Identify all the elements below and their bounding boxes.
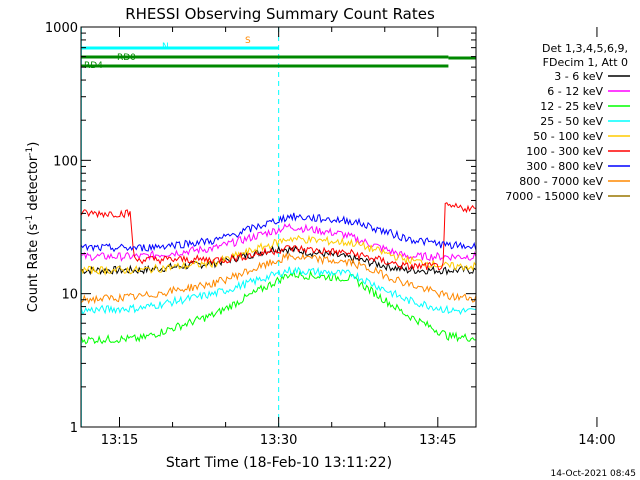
series-line-7-0 — [81, 252, 476, 305]
y-tick-label-1000: 1000 — [45, 21, 78, 36]
legend-label-4: 50 - 100 keV — [533, 130, 603, 143]
footer-timestamp: 14-Oct-2021 08:45 — [551, 469, 636, 479]
legend-label-3: 25 - 50 keV — [540, 115, 603, 128]
series-line-6-0 — [81, 212, 476, 253]
y-axis-label: Count Rate (s-1 detector-1) — [25, 142, 41, 313]
legend-label-7: 800 - 7000 keV — [519, 175, 603, 188]
chart-title: RHESSI Observing Summary Count Rates — [125, 5, 435, 23]
legend: Det 1,3,4,5,6,9,FDecim 1, Att 03 - 6 keV… — [505, 42, 630, 203]
legend-header-0: Det 1,3,4,5,6,9, — [542, 42, 628, 55]
series-line-3-0 — [81, 266, 476, 316]
x-tick-label-1315: 13:15 — [101, 433, 138, 448]
x-tick-label-1345: 13:45 — [419, 433, 456, 448]
series-line-1-0 — [81, 223, 476, 262]
y-axis-label-mid: detector — [26, 155, 41, 215]
legend-label-0: 3 - 6 keV — [554, 70, 603, 83]
legend-label-5: 100 - 300 keV — [526, 145, 603, 158]
plot-area: N S RD0 RD4 — [81, 27, 476, 427]
legend-label-6: 300 - 800 keV — [526, 160, 603, 173]
y-axis-label-main: Count Rate (s — [26, 224, 41, 313]
y-axis-label-sup1: -1 — [25, 215, 35, 224]
flag-label-s: S — [245, 36, 251, 46]
y-tick-label-1: 1 — [70, 421, 78, 436]
series-line-0-0 — [81, 245, 476, 276]
flag-label-n: N — [162, 42, 169, 52]
series-line-4-0 — [81, 234, 476, 276]
axes: 110100100013:1513:3013:4514:0014:1514:30… — [45, 21, 616, 448]
plot-content — [81, 27, 476, 427]
y-tick-label-10: 10 — [61, 288, 78, 303]
legend-header-1: FDecim 1, Att 0 — [543, 56, 628, 69]
y-axis-label-end: ) — [26, 142, 41, 147]
series-line-2-0 — [81, 269, 476, 345]
y-axis-label-sup2: -1 — [25, 147, 35, 156]
legend-label-8: 7000 - 15000 keV — [505, 190, 603, 203]
flag-label-rd4: RD4 — [84, 61, 103, 71]
flag-label-rd0: RD0 — [117, 53, 136, 63]
series-line-5-0 — [81, 202, 476, 271]
x-axis-label: Start Time (18-Feb-10 13:11:22) — [166, 455, 392, 471]
legend-label-2: 12 - 25 keV — [540, 100, 603, 113]
legend-label-1: 6 - 12 keV — [547, 85, 603, 98]
x-tick-label-1330: 13:30 — [260, 433, 297, 448]
y-tick-label-100: 100 — [53, 154, 78, 169]
x-tick-label-1400: 14:00 — [578, 433, 615, 448]
